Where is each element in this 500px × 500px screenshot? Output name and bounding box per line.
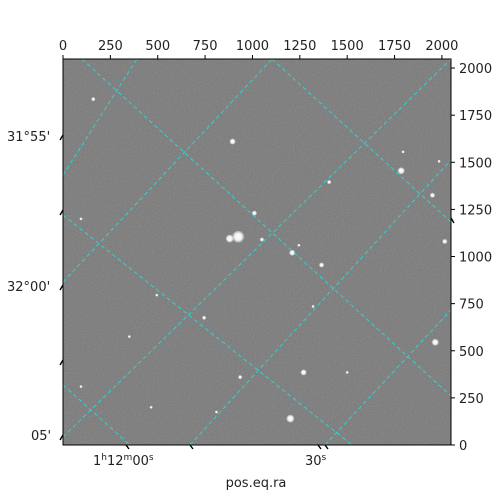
right-tick-label-500: 500 xyxy=(459,345,484,360)
star-7 xyxy=(297,243,301,247)
star-14 xyxy=(401,150,405,154)
dec-tick-label-32-00: 32°00' xyxy=(7,280,50,295)
dec-tick-label-31-55: 31°55' xyxy=(7,130,50,145)
ra-grid-line-a xyxy=(81,59,451,397)
ra-tick-label-30s: 30s xyxy=(305,453,327,469)
ra-tick-0 xyxy=(125,444,130,450)
star-11 xyxy=(429,192,435,198)
star-17 xyxy=(127,335,131,339)
ra-tick-1 xyxy=(189,444,194,450)
dec-tick-2 xyxy=(59,434,64,441)
right-tick-label-1500: 1500 xyxy=(459,156,492,171)
dec-grid-line-d xyxy=(324,309,451,445)
ra-grid-line-d xyxy=(271,59,451,223)
star-26 xyxy=(79,217,83,221)
star-6 xyxy=(289,249,296,256)
top-tick-label-2000: 2000 xyxy=(425,39,458,54)
dec-grid-line-c xyxy=(189,159,451,445)
ra-tick-3 xyxy=(324,444,329,450)
ra-axis xyxy=(125,217,455,450)
top-tick-label-1750: 1750 xyxy=(378,39,411,54)
x-axis-label: pos.eq.ra xyxy=(226,476,287,491)
star-18 xyxy=(79,385,83,389)
star-15 xyxy=(155,293,159,297)
star-21 xyxy=(345,370,349,374)
dec-grid-line-e xyxy=(63,59,138,176)
top-tick-label-1250: 1250 xyxy=(283,39,316,54)
plot-frame xyxy=(62,58,452,446)
star-8 xyxy=(319,262,325,268)
star-field xyxy=(79,97,448,423)
top-tick-label-500: 500 xyxy=(145,39,170,54)
top-tick-label-1000: 1000 xyxy=(236,39,269,54)
dec-tick-label-05: 05' xyxy=(31,429,51,444)
coordinate-grid xyxy=(63,59,451,445)
right-tick-label-0: 0 xyxy=(459,439,467,454)
star-3 xyxy=(225,234,234,243)
top-tick-label-750: 750 xyxy=(193,39,218,54)
top-tick-label-0: 0 xyxy=(59,39,67,54)
star-4 xyxy=(259,237,264,242)
dec-tick-1 xyxy=(59,284,64,291)
star-25 xyxy=(214,410,218,414)
star-1 xyxy=(91,97,96,102)
dec-axis xyxy=(59,134,64,441)
dec-tick-3 xyxy=(59,209,64,216)
right-tick-label-250: 250 xyxy=(459,392,484,407)
star-12 xyxy=(442,238,448,244)
star-27 xyxy=(311,304,315,308)
right-tick-label-1750: 1750 xyxy=(459,109,492,124)
star-19 xyxy=(238,375,243,380)
right-tick-label-2000: 2000 xyxy=(459,62,492,77)
dec-tick-0 xyxy=(59,134,64,141)
star-22 xyxy=(286,414,295,423)
star-16 xyxy=(202,315,207,320)
right-pixel-axis: 0 250 500 750 1000 1250 1500 1750 2000 xyxy=(451,62,492,454)
sky-image xyxy=(63,59,451,445)
top-tick-label-250: 250 xyxy=(98,39,123,54)
right-tick-label-1250: 1250 xyxy=(459,203,492,218)
star-2 xyxy=(232,230,245,243)
right-tick-label-1000: 1000 xyxy=(459,251,492,266)
right-tick-label-750: 750 xyxy=(459,298,484,313)
star-13 xyxy=(437,159,441,163)
star-20 xyxy=(300,369,307,376)
top-tick-label-1500: 1500 xyxy=(331,39,364,54)
star-0 xyxy=(229,138,236,145)
star-9 xyxy=(327,180,332,185)
star-10 xyxy=(397,167,405,175)
ra-grid-line-b xyxy=(63,214,353,445)
ra-grid-line-c xyxy=(63,384,131,445)
right-wcs-tick xyxy=(450,217,455,224)
star-5 xyxy=(251,210,257,216)
ra-tick-label-1h12m00s: 1h12m00s xyxy=(93,453,154,469)
top-pixel-axis: 0 250 500 750 1000 1250 1500 1750 2000 xyxy=(59,39,458,59)
star-24 xyxy=(149,405,153,409)
star-23 xyxy=(431,338,439,346)
dec-grid-line-b xyxy=(63,59,451,438)
dec-tick-4 xyxy=(59,359,64,366)
ra-tick-2 xyxy=(317,444,322,450)
dec-grid-line-a xyxy=(63,59,273,283)
